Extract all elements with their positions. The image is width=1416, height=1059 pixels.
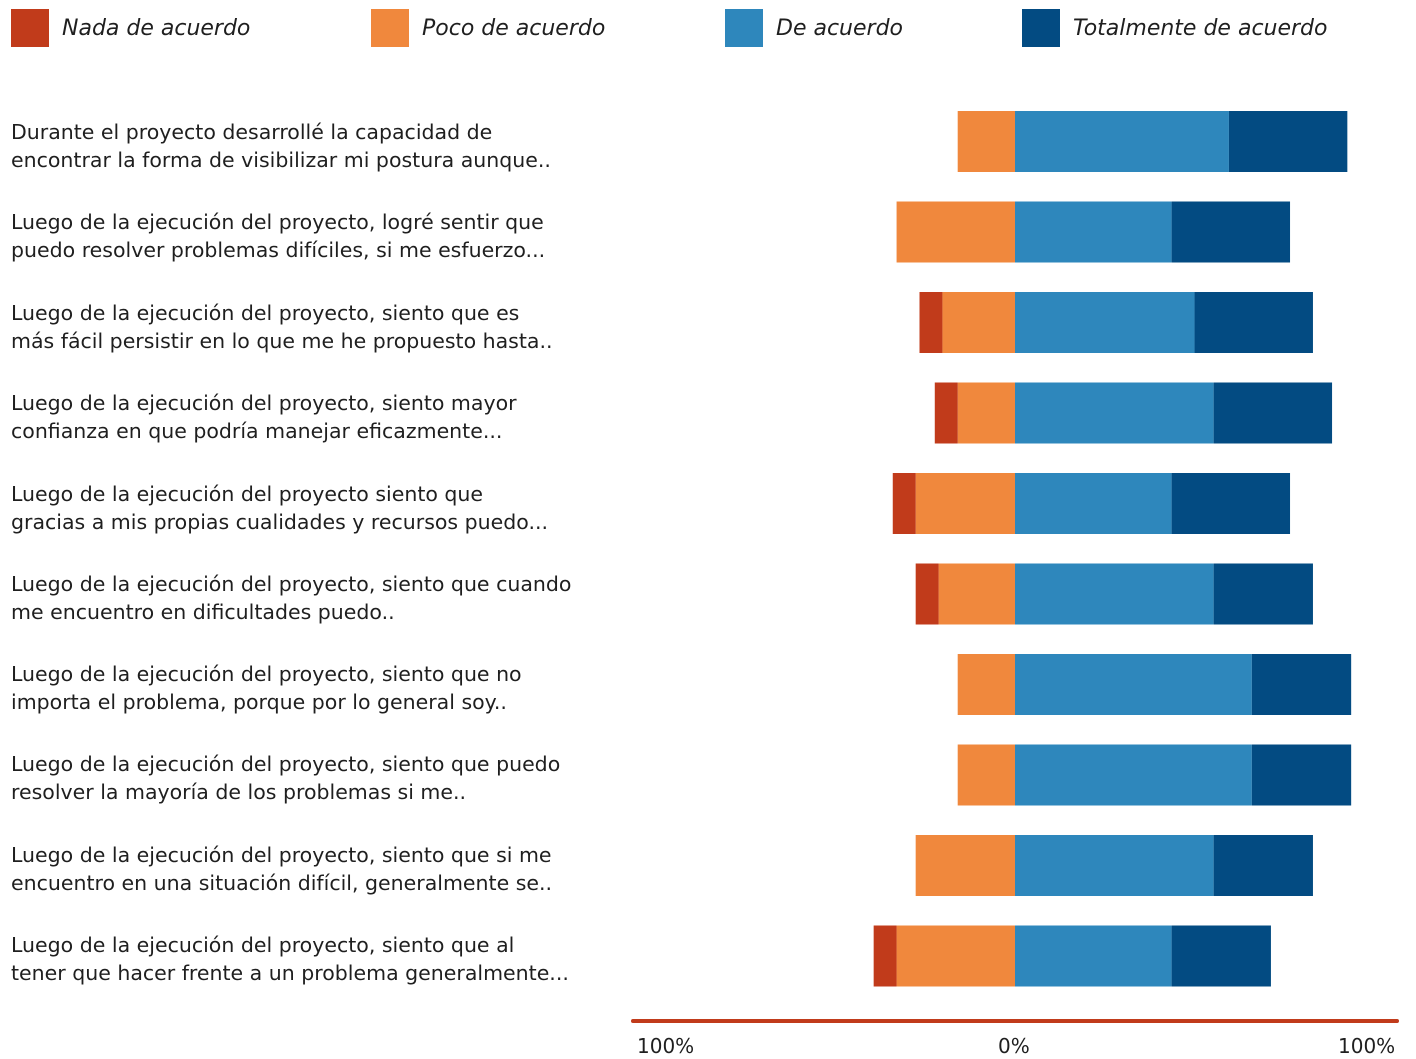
row-label-line: encuentro en una situación difícil, gene… <box>11 871 553 895</box>
row-label: Luego de la ejecución del proyecto, sien… <box>11 389 661 445</box>
bar-segment <box>892 473 916 534</box>
row-label-line: Luego de la ejecución del proyecto, sien… <box>11 933 515 957</box>
bar-segment <box>915 835 1015 896</box>
bar-segment <box>1015 925 1172 987</box>
row-label: Luego de la ejecución del proyecto, sien… <box>11 660 661 716</box>
legend-label-totalmente: Totalmente de acuerdo <box>1073 15 1328 41</box>
row-label-line: me encuentro en dificultades puedo.. <box>11 600 395 624</box>
bar-segment <box>915 473 1015 534</box>
bar-segment <box>1251 744 1352 806</box>
x-tick-label: 100% <box>637 1034 695 1058</box>
bar-segment <box>1213 382 1333 444</box>
bar-segment <box>873 925 897 987</box>
bar-segment <box>957 654 1015 715</box>
row-label-line: Luego de la ejecución del proyecto, sien… <box>11 301 520 325</box>
bar-segment <box>957 111 1015 172</box>
row-label: Luego de la ejecución del proyecto, sien… <box>11 570 661 626</box>
row-label-line: Luego de la ejecución del proyecto, sien… <box>11 572 572 596</box>
legend-label-de-acuerdo: De acuerdo <box>776 15 903 41</box>
row-label: Luego de la ejecución del proyecto, sien… <box>11 841 661 897</box>
bar-segment <box>1015 654 1252 715</box>
bar-segment <box>934 382 958 444</box>
bar-segment <box>1015 292 1195 353</box>
bar-segment <box>1015 111 1229 172</box>
row-label-line: gracias a mis propias cualidades y recur… <box>11 510 548 534</box>
x-tick-label: 100% <box>1338 1034 1396 1058</box>
bar-segment <box>1228 111 1348 172</box>
bar-segment <box>1015 382 1214 444</box>
row-label-line: confianza en que podría manejar eficazme… <box>11 419 503 443</box>
bar-segment <box>1171 925 1271 987</box>
bar-segment <box>896 201 1015 263</box>
bar-segment <box>938 563 1015 625</box>
legend-label-nada: Nada de acuerdo <box>62 15 251 41</box>
bar-segment <box>915 563 939 625</box>
bar-segment <box>1015 563 1214 625</box>
legend-swatch-nada <box>11 9 49 47</box>
bar-segment <box>1194 292 1313 353</box>
bar-segment <box>1251 654 1352 715</box>
legend-swatch-de-acuerdo <box>725 9 763 47</box>
bar-segment <box>896 925 1015 987</box>
row-label-line: importa el problema, porque por lo gener… <box>11 690 507 714</box>
legend-item-totalmente: Totalmente de acuerdo <box>1022 8 1327 48</box>
bar-segment <box>957 744 1015 806</box>
bar-segment <box>1171 201 1291 263</box>
bar-segment <box>1015 744 1252 806</box>
legend: Nada de acuerdo Poco de acuerdo De acuer… <box>0 8 1416 48</box>
bar-segment <box>957 382 1015 444</box>
row-label: Luego de la ejecución del proyecto, sien… <box>11 750 661 806</box>
bar-segment <box>1015 201 1172 263</box>
row-label: Luego de la ejecución del proyecto, sien… <box>11 931 661 987</box>
legend-swatch-poco <box>371 9 409 47</box>
x-tick-label: 0% <box>998 1034 1030 1058</box>
legend-item-nada: Nada de acuerdo <box>11 8 250 48</box>
row-label-line: encontrar la forma de visibilizar mi pos… <box>11 148 551 172</box>
row-label: Luego de la ejecución del proyecto sient… <box>11 480 661 536</box>
row-label-line: Luego de la ejecución del proyecto, sien… <box>11 843 552 867</box>
bar-segment <box>1171 473 1291 534</box>
row-label-line: Luego de la ejecución del proyecto, logr… <box>11 210 544 234</box>
bar-segment <box>1015 473 1172 534</box>
row-label-line: Luego de la ejecución del proyecto, sien… <box>11 391 517 415</box>
row-label-line: más fácil persistir en lo que me he prop… <box>11 329 553 353</box>
row-label: Durante el proyecto desarrollé la capaci… <box>11 118 661 174</box>
row-label-line: Durante el proyecto desarrollé la capaci… <box>11 120 493 144</box>
row-label: Luego de la ejecución del proyecto, sien… <box>11 299 661 355</box>
bar-segment <box>1015 835 1214 896</box>
row-label-line: Luego de la ejecución del proyecto, sien… <box>11 662 522 686</box>
bar-segment <box>1213 835 1313 896</box>
row-label-line: Luego de la ejecución del proyecto, sien… <box>11 752 561 776</box>
legend-item-poco: Poco de acuerdo <box>371 8 605 48</box>
row-label-line: puedo resolver problemas difíciles, si m… <box>11 238 546 262</box>
bar-segment <box>1213 563 1313 625</box>
row-label-line: tener que hacer frente a un problema gen… <box>11 961 569 985</box>
row-label-line: resolver la mayoría de los problemas si … <box>11 780 467 804</box>
bar-segment <box>942 292 1015 353</box>
legend-label-poco: Poco de acuerdo <box>422 15 606 41</box>
legend-swatch-totalmente <box>1022 9 1060 47</box>
bar-segment <box>919 292 943 353</box>
row-label: Luego de la ejecución del proyecto, logr… <box>11 208 661 264</box>
row-label-line: Luego de la ejecución del proyecto sient… <box>11 482 484 506</box>
legend-item-de-acuerdo: De acuerdo <box>725 8 903 48</box>
